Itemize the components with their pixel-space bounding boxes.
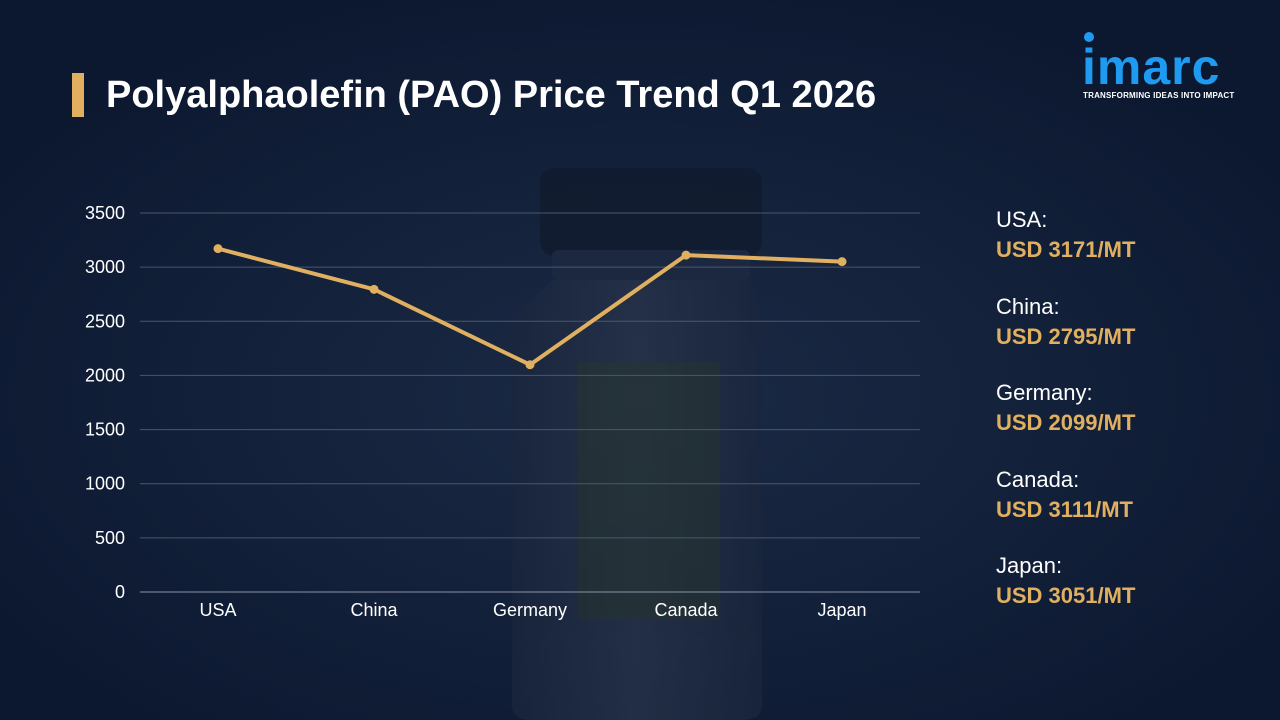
summary-price: USD 3111/MT (996, 496, 1133, 522)
data-point (213, 244, 223, 254)
data-point (369, 284, 379, 294)
logo-wordmark: imarc (1082, 39, 1221, 95)
data-point (525, 360, 535, 370)
summary-country: USA: (996, 207, 1048, 232)
summary-country: Germany: (996, 380, 1093, 405)
y-tick-label: 3500 (85, 203, 125, 223)
summary-country: Japan: (996, 553, 1063, 578)
summary-item-usa: USA: USD 3171/MT (996, 206, 1266, 293)
y-tick-label: 1500 (85, 420, 125, 440)
imarc-logo: imarc TRANSFORMING IDEAS INTO IMPACT (1082, 32, 1248, 104)
bottle-silhouette (512, 168, 762, 720)
summary-price: USD 2099/MT (996, 410, 1136, 435)
summary-item-canada: Canada: USD 3111/MT (996, 466, 1266, 553)
title-accent-bar (72, 73, 84, 117)
x-tick-label: Germany (493, 600, 567, 620)
y-tick-label: 500 (95, 528, 125, 548)
chart-gridlines (140, 212, 920, 593)
x-tick-label: China (350, 600, 398, 620)
summary-item-germany: Germany: USD 2099/MT (996, 379, 1266, 466)
summary-country: Canada: (996, 466, 1080, 492)
summary-country: China: (996, 293, 1060, 319)
x-tick-label: Japan (817, 600, 866, 620)
y-tick-label: 1000 (85, 474, 125, 494)
summary-price: USD 2795/MT (996, 323, 1136, 349)
summary-price: USD 3171/MT (996, 237, 1136, 262)
chart-y-axis: 0 500 1000 1500 2000 2500 3000 3500 (85, 203, 125, 602)
summary-price: USD 3051/MT (996, 583, 1136, 608)
x-tick-label: Canada (654, 600, 718, 620)
data-point (681, 250, 691, 260)
page-title: Polyalphaolefin (PAO) Price Trend Q1 202… (106, 74, 877, 116)
y-tick-label: 2500 (85, 311, 125, 331)
chart-series (213, 244, 847, 370)
logo-tagline: TRANSFORMING IDEAS INTO IMPACT (1083, 91, 1235, 100)
chart-x-axis: USA China Germany Canada Japan (199, 600, 866, 620)
series-line (216, 246, 844, 367)
y-tick-label: 2000 (85, 365, 125, 385)
y-tick-label: 3000 (85, 257, 125, 277)
data-point (837, 257, 847, 267)
y-tick-label: 0 (115, 582, 125, 602)
x-tick-label: USA (199, 600, 236, 620)
price-summary-list: USA: USD 3171/MT China: USD 2795/MT Germ… (996, 206, 1266, 639)
logo-dot-icon (1084, 32, 1094, 42)
summary-item-japan: Japan: USD 3051/MT (996, 552, 1266, 639)
summary-item-china: China: USD 2795/MT (996, 293, 1266, 380)
